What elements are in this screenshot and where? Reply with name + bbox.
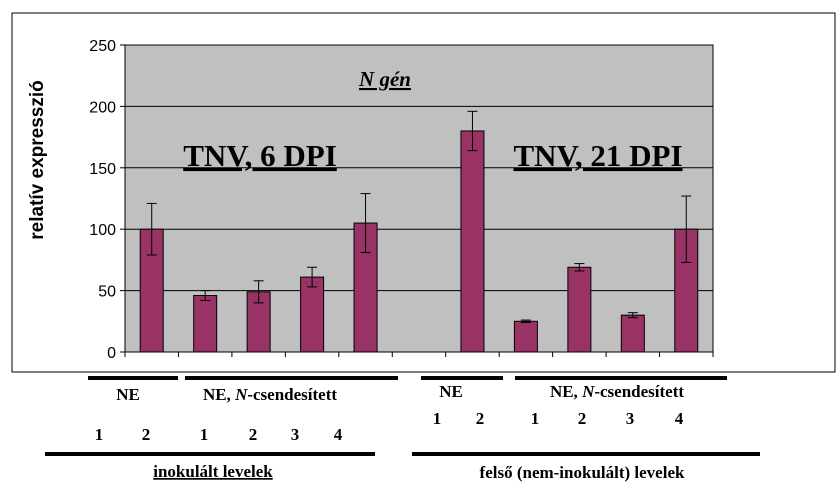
y-axis: 0 50 100 150 200 250: [89, 38, 125, 362]
number-label: 3: [291, 425, 300, 444]
bar: [460, 130, 485, 353]
bar: [193, 295, 218, 353]
annotation-6dpi: TNV, 6 DPI: [183, 138, 337, 173]
gridlines: [125, 44, 713, 292]
section-label-left: inokulált levelek: [153, 462, 273, 481]
number-label: 4: [675, 409, 684, 428]
section-label-right: felső (nem-inokulált) levelek: [480, 463, 685, 482]
group-ne-right: NE: [439, 382, 463, 401]
number-label: 1: [433, 409, 442, 428]
y-tick-label: 250: [89, 38, 116, 55]
bar: [513, 320, 538, 353]
number-label: 3: [626, 409, 635, 428]
number-label: 2: [142, 425, 151, 444]
bar: [620, 314, 645, 353]
number-label: 2: [249, 425, 258, 444]
bar: [567, 266, 592, 353]
number-label: 4: [334, 425, 343, 444]
gene-label: N gén: [358, 67, 411, 91]
plot-area: [124, 44, 714, 353]
annotation-21dpi: TNV, 21 DPI: [513, 138, 682, 173]
y-tick-label: 50: [98, 284, 116, 301]
number-label: 1: [95, 425, 104, 444]
y-tick-label: 100: [89, 222, 116, 239]
number-label: 2: [578, 409, 587, 428]
y-axis-label: relatív expresszió: [27, 80, 48, 239]
number-label: 2: [476, 409, 485, 428]
bars: [124, 110, 714, 357]
group-ne-left: NE: [116, 385, 140, 404]
y-tick-label: 0: [107, 345, 116, 362]
y-tick-label: 150: [89, 161, 116, 178]
number-label: 1: [200, 425, 209, 444]
group-silenced-left: NE, N-csendesített: [203, 385, 337, 404]
number-label: 1: [531, 409, 540, 428]
y-tick-label: 200: [89, 99, 116, 116]
group-silenced-right: NE, N-csendesített: [550, 382, 684, 401]
bar: [300, 276, 325, 353]
